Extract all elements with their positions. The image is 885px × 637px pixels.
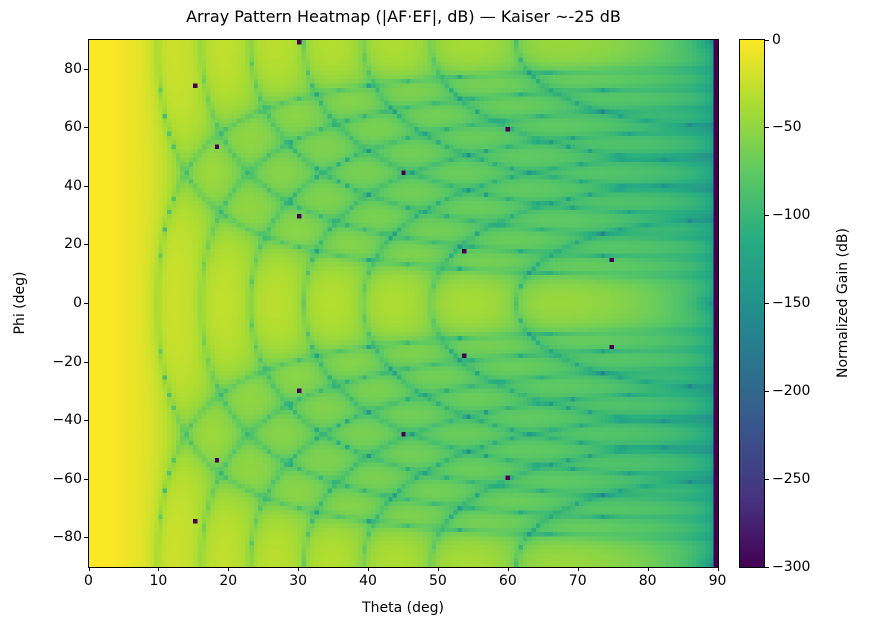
colorbar-tick-label: 0 <box>772 31 781 48</box>
y-tick-label: 20 <box>64 236 82 253</box>
y-tick-label: −40 <box>52 412 82 429</box>
chart-title: Array Pattern Heatmap (|AF·EF|, dB) — Ka… <box>186 7 621 26</box>
x-tick-mark <box>298 567 300 571</box>
x-tick-mark <box>507 567 509 571</box>
x-tick-mark <box>577 567 579 571</box>
colorbar-tick-mark <box>765 390 769 392</box>
x-tick-label: 50 <box>429 573 447 589</box>
colorbar-tick-mark <box>765 39 769 41</box>
y-axis-label: Phi (deg) <box>12 271 28 335</box>
x-tick-label: 20 <box>219 573 238 589</box>
colorbar-tick-label: −150 <box>772 295 811 311</box>
heatmap-canvas <box>89 40 718 567</box>
colorbar-gradient <box>740 40 764 567</box>
y-tick-mark <box>84 244 88 246</box>
y-tick-mark <box>84 68 88 70</box>
colorbar-tick-mark <box>765 303 769 304</box>
y-tick-label: 80 <box>64 60 82 77</box>
heatmap-plot-area <box>88 39 719 568</box>
colorbar-label: Normalized Gain (dB) <box>835 228 851 378</box>
x-tick-label: 80 <box>638 573 657 589</box>
colorbar-tick-mark <box>765 566 769 568</box>
colorbar <box>739 39 765 568</box>
y-tick-label: 60 <box>64 119 82 136</box>
y-tick-mark <box>84 478 88 480</box>
y-tick-mark <box>84 303 88 304</box>
y-tick-label: −20 <box>52 353 82 370</box>
x-tick-mark <box>88 567 90 571</box>
y-tick-label: −80 <box>52 529 82 546</box>
x-tick-mark <box>158 567 160 571</box>
x-tick-mark <box>437 567 439 571</box>
x-tick-label: 0 <box>84 573 93 589</box>
x-axis-label: Theta (deg) <box>362 600 444 616</box>
x-tick-mark <box>228 567 230 571</box>
x-tick-label: 40 <box>359 573 377 589</box>
colorbar-tick-label: −200 <box>772 382 811 399</box>
y-tick-label: −60 <box>52 470 82 487</box>
y-tick-mark <box>84 420 88 422</box>
x-tick-label: 90 <box>708 573 727 589</box>
colorbar-tick-mark <box>765 127 769 129</box>
colorbar-tick-mark <box>765 478 769 480</box>
y-tick-mark <box>84 537 88 539</box>
y-tick-label: 0 <box>73 295 82 311</box>
colorbar-tick-label: −250 <box>772 470 811 487</box>
x-tick-label: 10 <box>149 573 168 589</box>
x-tick-mark <box>647 567 649 571</box>
y-tick-mark <box>84 185 88 187</box>
y-tick-mark <box>84 127 88 129</box>
colorbar-tick-label: −100 <box>772 207 811 224</box>
x-tick-label: 70 <box>568 573 587 589</box>
x-tick-label: 60 <box>498 573 517 589</box>
colorbar-tick-label: −300 <box>772 558 811 575</box>
colorbar-tick-label: −50 <box>772 119 802 136</box>
y-tick-mark <box>84 361 88 363</box>
x-tick-mark <box>717 567 719 571</box>
x-tick-label: 30 <box>289 573 308 589</box>
colorbar-tick-mark <box>765 215 769 217</box>
x-tick-mark <box>368 567 370 571</box>
y-tick-label: 40 <box>64 177 82 194</box>
